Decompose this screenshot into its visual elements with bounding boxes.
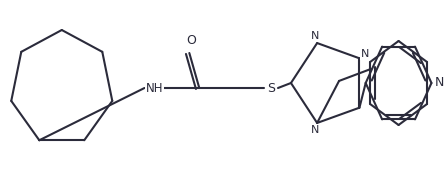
Text: N: N	[311, 125, 320, 135]
Text: O: O	[186, 35, 196, 48]
Text: N: N	[435, 76, 444, 89]
Text: N: N	[361, 49, 369, 59]
Text: NH: NH	[146, 82, 163, 95]
Text: S: S	[267, 82, 275, 95]
Text: N: N	[311, 31, 320, 41]
